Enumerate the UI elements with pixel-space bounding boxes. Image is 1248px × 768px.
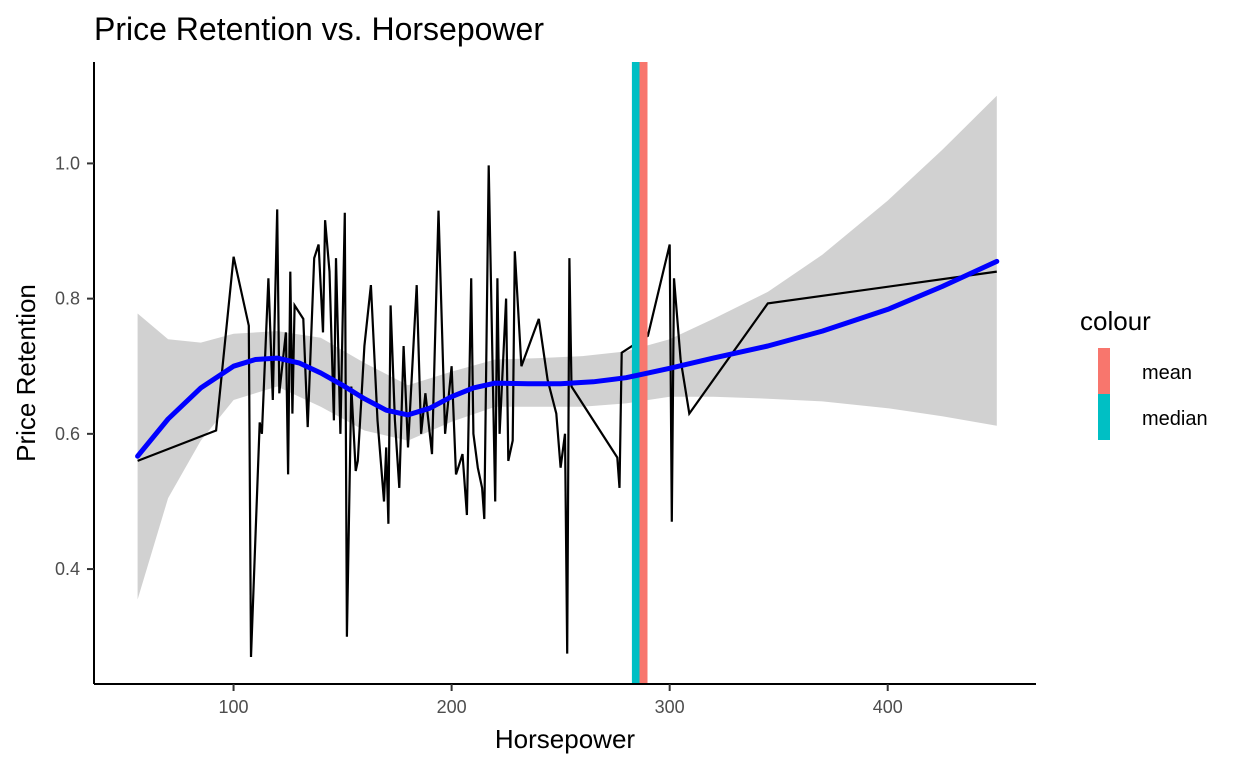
y-axis-title: Price Retention — [11, 284, 41, 462]
x-axis-title: Horsepower — [495, 724, 636, 754]
y-tick-label: 0.4 — [55, 559, 80, 579]
x-tick-label: 400 — [873, 697, 903, 717]
x-tick-label: 300 — [655, 697, 685, 717]
legend-key-median — [1098, 394, 1110, 440]
smooth-trend-line — [135, 258, 1000, 459]
legend-label-median: median — [1142, 408, 1208, 430]
legend: colour mean median — [1080, 306, 1208, 440]
y-tick-label: 0.8 — [55, 289, 80, 309]
confidence-band — [137, 95, 997, 600]
x-tick-label: 100 — [219, 697, 249, 717]
x-tick-label: 200 — [437, 697, 467, 717]
legend-key-mean — [1098, 348, 1110, 394]
y-axis-ticks: 0.4 0.6 0.8 1.0 — [55, 153, 94, 579]
y-tick-label: 1.0 — [55, 153, 80, 173]
y-tick-label: 0.6 — [55, 424, 80, 444]
plot-area — [135, 62, 1000, 684]
legend-label-mean: mean — [1142, 362, 1192, 384]
chart-title: Price Retention vs. Horsepower — [94, 11, 544, 47]
x-axis-ticks: 100 200 300 400 — [219, 684, 903, 717]
raw-data-line — [137, 165, 997, 658]
legend-title: colour — [1080, 306, 1151, 336]
